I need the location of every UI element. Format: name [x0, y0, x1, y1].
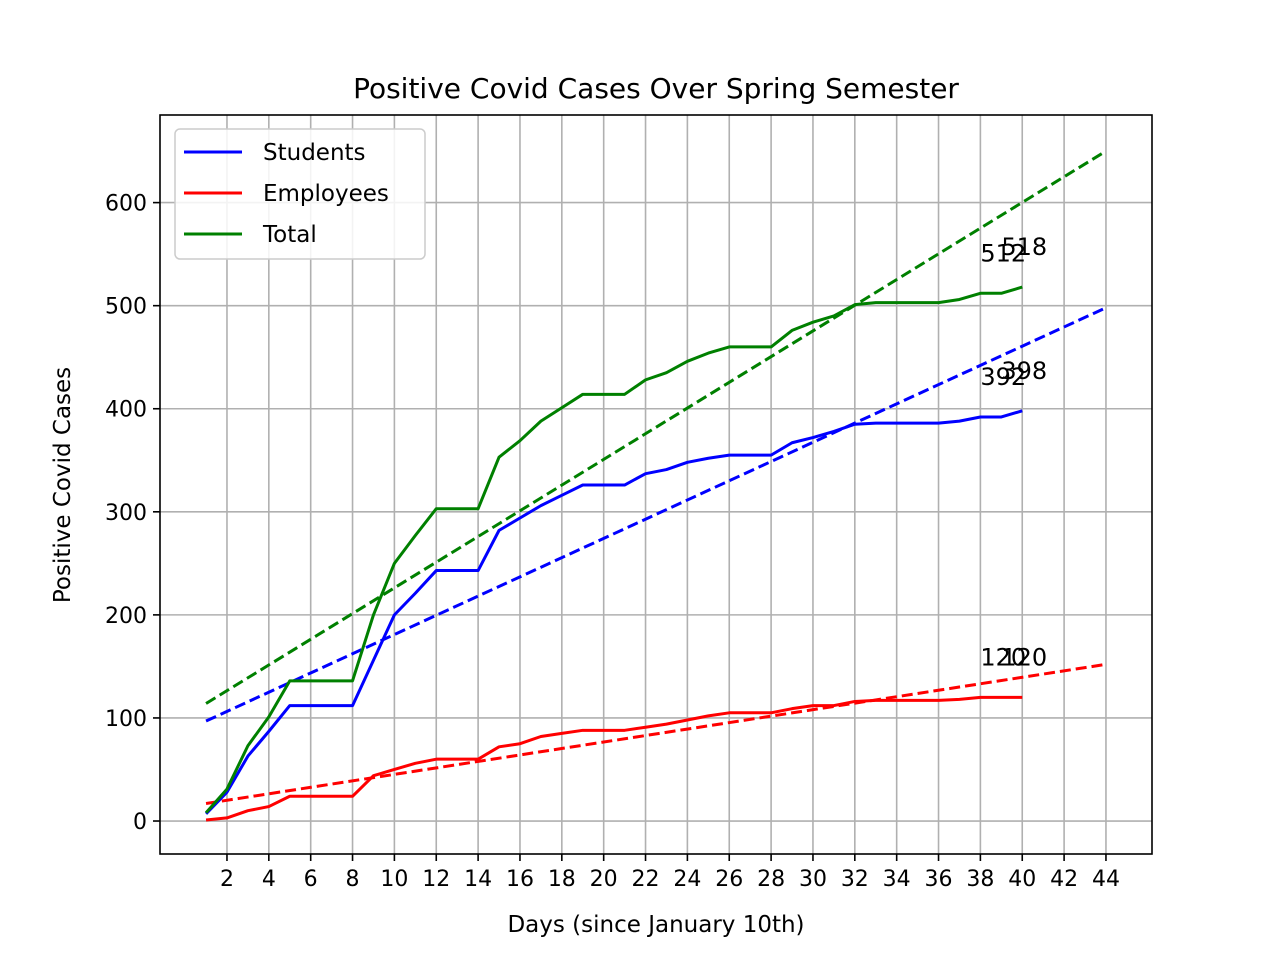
data-label: 398 — [1001, 357, 1047, 385]
x-tick-label: 10 — [380, 867, 408, 892]
data-label: 120 — [980, 643, 1026, 671]
x-tick-label: 40 — [1008, 867, 1036, 892]
y-tick-label: 0 — [133, 810, 147, 835]
x-tick-label: 4 — [262, 867, 276, 892]
y-tick-label: 300 — [105, 501, 147, 526]
legend-label-employees: Employees — [263, 181, 389, 207]
x-tick-label: 2 — [220, 867, 234, 892]
x-axis-label: Days (since January 10th) — [507, 912, 804, 938]
series-line-total — [204, 285, 1023, 814]
y-tick-label: 400 — [105, 398, 147, 423]
x-tick-label: 12 — [422, 867, 450, 892]
x-tick-label: 34 — [883, 867, 911, 892]
chart-title: Positive Covid Cases Over Spring Semeste… — [353, 72, 959, 105]
plot-frame — [159, 114, 1153, 855]
x-tick-label: 30 — [799, 867, 827, 892]
x-tick-label: 26 — [715, 867, 743, 892]
x-tick-label: 36 — [925, 867, 953, 892]
x-tick-label: 16 — [506, 867, 534, 892]
legend-label-students: Students — [263, 140, 366, 166]
y-tick-label: 200 — [105, 604, 147, 629]
data-label: 120 — [1001, 643, 1047, 671]
legend-label-total: Total — [262, 222, 317, 248]
data-label: 392 — [980, 363, 1026, 391]
data-label: 512 — [980, 239, 1026, 267]
x-tick-label: 32 — [841, 867, 869, 892]
y-axis-ticks: 0 100 200 300 400 500 600 — [105, 192, 160, 835]
series-line-students — [204, 409, 1023, 815]
y-tick-label: 600 — [105, 192, 147, 217]
data-label: 518 — [1001, 233, 1047, 261]
x-tick-label: 38 — [966, 867, 994, 892]
x-tick-label: 14 — [464, 867, 492, 892]
x-axis-ticks: 2 4 6 8 10 12 14 16 18 20 22 24 26 28 30 32 34 36 38 40 42 44 — [220, 854, 1120, 892]
legend-box — [174, 128, 426, 260]
y-axis-label: Positive Covid Cases — [50, 367, 76, 603]
trendline-students — [205, 306, 1107, 723]
x-tick-label: 42 — [1050, 867, 1078, 892]
legend: Students Employees Total — [174, 128, 426, 260]
y-tick-label: 100 — [105, 707, 147, 732]
x-tick-label: 20 — [590, 867, 618, 892]
x-tick-label: 18 — [548, 867, 576, 892]
trendline-employees — [205, 662, 1107, 805]
trendlines — [205, 149, 1107, 805]
y-tick-label: 500 — [105, 295, 147, 320]
x-tick-label: 24 — [673, 867, 701, 892]
series-line-employees — [205, 695, 1023, 822]
x-tick-label: 28 — [757, 867, 785, 892]
series-lines — [204, 285, 1023, 822]
x-tick-label: 22 — [632, 867, 660, 892]
x-tick-label: 44 — [1092, 867, 1120, 892]
x-tick-label: 6 — [304, 867, 318, 892]
x-tick-label: 8 — [346, 867, 360, 892]
